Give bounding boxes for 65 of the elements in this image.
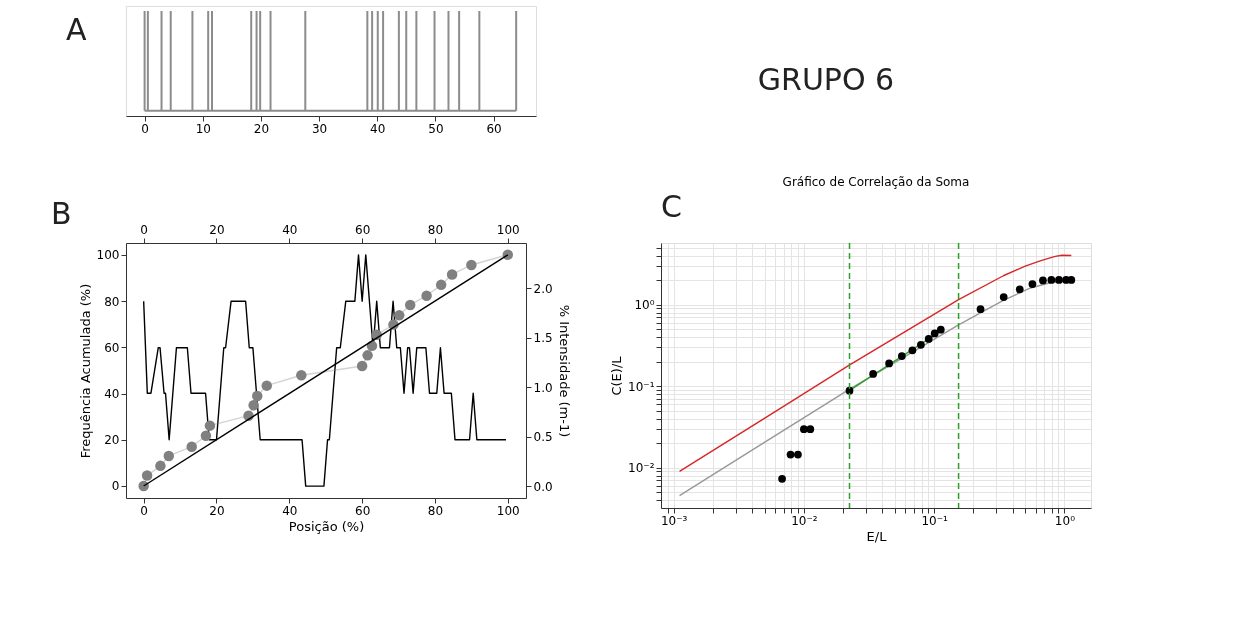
x-tick-label: 50 bbox=[428, 121, 444, 136]
point bbox=[356, 360, 368, 372]
text: B bbox=[51, 196, 72, 231]
point bbox=[155, 460, 166, 472]
x2-tick-label: 40 bbox=[282, 222, 298, 237]
y-tick-label: 10⁻¹ bbox=[628, 379, 655, 394]
x-axis-title: E/L bbox=[866, 528, 888, 544]
x2-tick-label: 80 bbox=[427, 222, 444, 237]
text: C bbox=[661, 189, 682, 224]
text: A bbox=[66, 12, 87, 47]
y-axis-title: Frequência Acumulada (%) bbox=[77, 283, 93, 459]
point bbox=[141, 470, 153, 481]
y-tick-label: 10⁻² bbox=[628, 461, 655, 476]
x-tick-label: 10⁻³ bbox=[660, 513, 688, 528]
point bbox=[252, 390, 263, 402]
y-tick-label: 40 bbox=[104, 387, 120, 401]
y-tick-label: 60 bbox=[104, 340, 120, 355]
point bbox=[204, 420, 216, 431]
x-tick-label: 10 bbox=[195, 121, 211, 136]
x-tick-label: 30 bbox=[311, 121, 328, 136]
x-tick-label: 10⁻¹ bbox=[921, 513, 949, 528]
x-tick-label: 0 bbox=[140, 503, 148, 518]
point bbox=[261, 380, 272, 391]
y-tick-label: 80 bbox=[104, 294, 120, 309]
x-tick-label: 60 bbox=[486, 121, 502, 136]
x2-tick-label: 0 bbox=[140, 222, 148, 237]
x-tick-label: 10⁰ bbox=[1054, 513, 1076, 528]
y2-tick-label: 0.5 bbox=[533, 430, 553, 445]
point bbox=[362, 350, 373, 361]
text: GRUPO 6 bbox=[757, 62, 895, 97]
x-tick-label: 20 bbox=[253, 121, 270, 136]
point bbox=[186, 441, 197, 452]
x2-tick-label: 60 bbox=[355, 222, 371, 237]
y-axis-title: C(E)/L bbox=[609, 355, 625, 396]
point bbox=[163, 450, 175, 462]
y-tick-label: 0 bbox=[111, 479, 120, 494]
point bbox=[200, 430, 212, 442]
point bbox=[435, 279, 447, 291]
y2-tick-label: 0.0 bbox=[533, 479, 553, 494]
x2-tick-label: 20 bbox=[209, 222, 225, 237]
x-tick-label: 40 bbox=[370, 121, 386, 136]
x-tick-label: 80 bbox=[427, 503, 444, 518]
x-tick-label: 20 bbox=[209, 503, 225, 518]
x-tick-label: 100 bbox=[496, 503, 520, 518]
y2-tick-label: 1.0 bbox=[533, 380, 553, 395]
y2-tick-label: 1.5 bbox=[533, 331, 553, 346]
point bbox=[248, 400, 259, 411]
x-tick-label: 40 bbox=[282, 503, 298, 518]
point bbox=[446, 269, 458, 280]
point bbox=[466, 259, 477, 271]
point bbox=[296, 370, 307, 381]
chart-title: Gráfico de Correlação da Soma bbox=[782, 175, 970, 189]
x-tick-label: 0 bbox=[141, 121, 149, 136]
x2-tick-label: 100 bbox=[496, 222, 520, 237]
y-tick-label: 100 bbox=[96, 248, 120, 263]
x-tick-label: 10⁻² bbox=[791, 513, 818, 528]
x-tick-label: 60 bbox=[355, 503, 371, 518]
y-tick-label: 10⁰ bbox=[634, 298, 655, 313]
point bbox=[404, 299, 416, 311]
y2-tick-label: 2.0 bbox=[533, 281, 553, 296]
y-tick-label: 20 bbox=[104, 433, 120, 448]
point bbox=[421, 290, 432, 301]
point bbox=[394, 310, 405, 321]
y2-axis-title: % Intensidade (m-1) bbox=[556, 304, 572, 438]
x-axis-title: Posição (%) bbox=[288, 518, 365, 534]
